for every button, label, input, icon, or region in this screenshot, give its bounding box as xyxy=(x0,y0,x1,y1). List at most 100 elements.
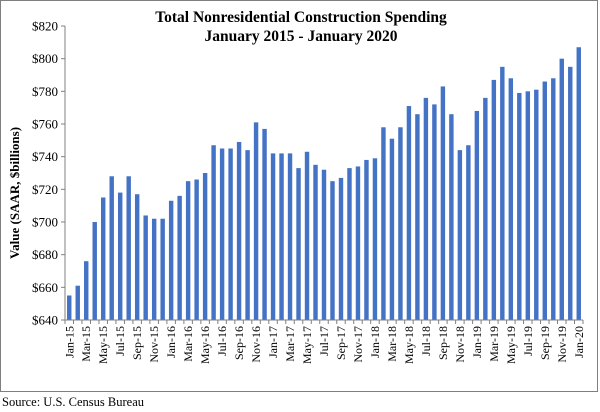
chart-subtitle: January 2015 - January 2020 xyxy=(205,28,398,45)
y-tick-label: $680 xyxy=(32,247,58,262)
bars xyxy=(67,47,581,321)
y-tick-label: $700 xyxy=(32,215,58,230)
bar-Feb-15 xyxy=(75,285,80,320)
bar-Jul-16 xyxy=(219,148,225,320)
bar-Feb-19 xyxy=(483,97,488,321)
bar-May-15 xyxy=(101,197,106,320)
x-tick-label: Mar-19 xyxy=(487,326,501,362)
bar-Nov-15 xyxy=(151,218,157,320)
x-tick-label: Jul-15 xyxy=(113,326,127,356)
bar-Mar-15 xyxy=(84,261,89,320)
x-tick-label: Jan-19 xyxy=(470,326,484,358)
bar-Jan-16 xyxy=(168,200,174,320)
x-tick-label: May-17 xyxy=(300,326,314,364)
x-tick-label: Nov-18 xyxy=(453,326,467,363)
bar-Aug-17 xyxy=(330,181,335,320)
bar-Nov-19 xyxy=(559,58,564,321)
x-tick-label: Mar-17 xyxy=(283,326,297,362)
bar-Feb-17 xyxy=(279,153,284,320)
bar-Jan-20 xyxy=(576,47,581,320)
x-tick-label: Sep-15 xyxy=(130,326,144,360)
x-tick-label: Sep-16 xyxy=(232,326,246,360)
x-axis-ticks: Jan-15 Mar-15 May-15 Jul-15 Sep-15 Nov-15 Jan-… xyxy=(62,320,586,364)
bar-Jun-19 xyxy=(517,92,522,320)
bar-Feb-16 xyxy=(177,195,182,320)
x-tick-label: Nov-16 xyxy=(249,326,263,363)
bar-Jul-17 xyxy=(321,169,327,320)
bar-Jun-16 xyxy=(211,145,216,320)
bar-Jun-17 xyxy=(313,164,318,320)
bar-Dec-17 xyxy=(364,159,369,320)
x-tick-label: Jul-19 xyxy=(521,326,535,356)
y-tick-label: $720 xyxy=(32,182,58,197)
bar-Apr-19 xyxy=(500,66,505,320)
x-tick-label: Jul-17 xyxy=(317,326,331,356)
bar-Dec-15 xyxy=(160,218,165,320)
bar-Mar-17 xyxy=(287,153,293,320)
bar-Aug-18 xyxy=(432,104,437,321)
x-tick-label: Jan-16 xyxy=(164,326,178,358)
bar-Jul-15 xyxy=(117,192,123,320)
bar-Apr-15 xyxy=(92,222,97,320)
bar-chart: Total Nonresidential Construction Spendi… xyxy=(7,9,586,364)
chart-frame: Total Nonresidential Construction Spendi… xyxy=(0,0,598,392)
bar-Aug-15 xyxy=(126,176,131,320)
x-tick-label: May-16 xyxy=(198,326,212,364)
x-tick-label: Sep-18 xyxy=(436,326,450,360)
bar-Aug-16 xyxy=(228,148,233,320)
x-tick-label: May-18 xyxy=(402,326,416,364)
bar-Nov-17 xyxy=(355,166,361,320)
bar-Jan-19 xyxy=(474,110,480,321)
x-tick-label: Nov-19 xyxy=(555,326,569,363)
y-tick-label: $800 xyxy=(32,51,58,66)
bar-Feb-18 xyxy=(381,127,386,321)
bar-Apr-17 xyxy=(296,168,301,320)
x-tick-label: Jan-17 xyxy=(266,326,280,358)
y-axis-ticks: $640 $660 $680 $700 $720 $740 $760 $780 $800 $820 xyxy=(32,19,65,328)
bar-Oct-18 xyxy=(449,114,454,320)
bar-Jul-19 xyxy=(525,91,531,320)
bar-Dec-19 xyxy=(568,66,573,320)
chart-title: Total Nonresidential Construction Spendi… xyxy=(155,9,447,26)
y-tick-label: $820 xyxy=(32,19,58,34)
bar-Oct-15 xyxy=(143,215,148,320)
x-tick-label: Jan-20 xyxy=(572,326,586,358)
bar-Dec-16 xyxy=(262,128,267,320)
bar-Jul-18 xyxy=(423,97,429,321)
x-tick-label: Jul-18 xyxy=(419,326,433,356)
bar-Oct-19 xyxy=(551,78,556,321)
bar-May-19 xyxy=(508,78,514,321)
x-tick-label: Sep-19 xyxy=(538,326,552,360)
bar-Nov-16 xyxy=(253,122,259,321)
bar-Sep-16 xyxy=(236,141,242,320)
x-tick-label: May-19 xyxy=(504,326,518,364)
bar-Mar-18 xyxy=(389,138,395,320)
bar-May-18 xyxy=(406,106,412,320)
bar-Apr-18 xyxy=(398,127,403,321)
bar-Nov-18 xyxy=(457,150,463,320)
bar-Sep-17 xyxy=(338,177,344,320)
bar-Mar-19 xyxy=(491,79,497,321)
x-tick-label: Mar-18 xyxy=(385,326,399,362)
y-tick-label: $740 xyxy=(32,149,58,164)
bar-Aug-19 xyxy=(534,89,539,320)
x-tick-label: Jul-16 xyxy=(215,326,229,356)
x-tick-label: Sep-17 xyxy=(334,326,348,360)
bar-Jun-15 xyxy=(109,176,114,320)
bar-Jan-17 xyxy=(270,153,276,320)
bar-Sep-15 xyxy=(134,194,140,320)
x-tick-label: Jan-18 xyxy=(368,326,382,358)
bar-Jun-18 xyxy=(415,114,420,320)
bar-Apr-16 xyxy=(194,179,199,320)
bar-Oct-16 xyxy=(245,150,250,320)
x-tick-label: May-15 xyxy=(96,326,110,364)
x-tick-label: Mar-16 xyxy=(181,326,195,362)
y-axis-label: Value (SAAR, $billions) xyxy=(7,127,22,259)
bar-Jan-18 xyxy=(372,158,378,320)
bar-Oct-17 xyxy=(347,168,352,320)
x-tick-label: Nov-17 xyxy=(351,326,365,363)
bar-Dec-18 xyxy=(466,145,471,320)
y-tick-label: $760 xyxy=(32,117,58,132)
source-note: Source: U.S. Census Bureau xyxy=(2,395,144,409)
axes xyxy=(64,26,583,321)
